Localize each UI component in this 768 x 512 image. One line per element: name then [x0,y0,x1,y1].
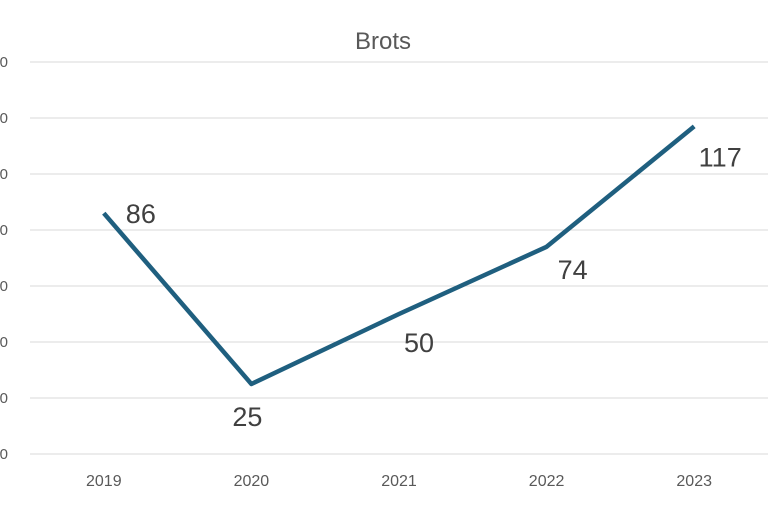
data-label: 117 [699,142,742,172]
y-axis-tick-labels: 0 0 0 0 0 0 0 0 [0,54,8,463]
y-tick-label: 0 [0,278,8,295]
x-tick-label: 2022 [529,473,565,490]
y-tick-label: 0 [0,222,8,239]
data-label: 50 [404,328,434,358]
y-tick-label: 0 [0,110,8,127]
y-tick-label: 0 [0,166,8,183]
data-label: 25 [232,402,262,432]
series-line [102,124,696,387]
x-tick-label: 2020 [234,473,270,490]
data-label: 86 [126,199,156,229]
y-tick-label: 0 [0,446,8,463]
y-tick-label: 0 [0,54,8,71]
y-tick-label: 0 [0,334,8,351]
chart-title: Brots [355,28,411,55]
x-tick-label: 2019 [86,473,122,490]
x-axis-tick-labels: 2019 2020 2021 2022 2023 [86,473,712,490]
x-tick-label: 2023 [676,473,712,490]
gridlines [30,61,768,455]
data-labels: 86 25 50 74 117 [126,142,742,432]
x-tick-label: 2021 [381,473,417,490]
series-layer [102,124,696,387]
y-tick-label: 0 [0,390,8,407]
data-label: 74 [558,255,588,285]
